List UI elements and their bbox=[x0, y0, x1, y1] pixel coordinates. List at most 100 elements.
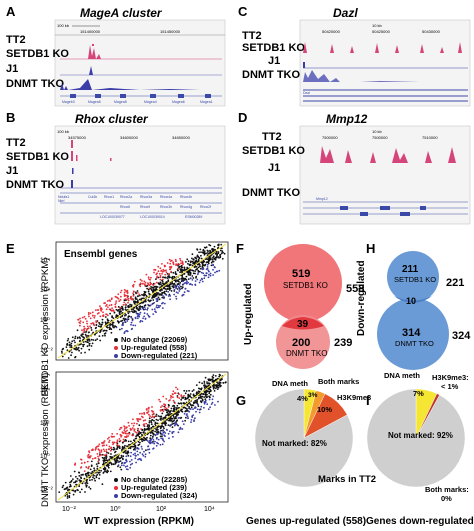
scatter-point bbox=[102, 311, 104, 314]
scatter-point bbox=[161, 433, 164, 436]
scatter-point bbox=[74, 463, 76, 466]
scatter-point bbox=[183, 279, 186, 281]
scatter-point bbox=[121, 305, 123, 308]
panel-b-gene-7: Rhox4a bbox=[160, 195, 172, 199]
scatter-point bbox=[178, 428, 181, 431]
scatter-point bbox=[103, 440, 106, 442]
scatter-point bbox=[180, 409, 182, 412]
scatter-point bbox=[85, 331, 88, 333]
scatter-point bbox=[201, 251, 204, 254]
scatter-point bbox=[154, 434, 157, 436]
scatter-point bbox=[155, 281, 158, 284]
scatter-point bbox=[104, 316, 107, 318]
scatter-point bbox=[214, 404, 216, 406]
scatter-point bbox=[118, 311, 121, 313]
scatter-point bbox=[213, 258, 216, 261]
panel-b: B Rhox cluster 100 kb 34575000 34600000 … bbox=[6, 110, 226, 225]
scatter-point bbox=[203, 402, 206, 405]
scatter-point bbox=[148, 441, 150, 443]
scatter-point bbox=[121, 457, 124, 460]
scatter-point bbox=[103, 459, 106, 462]
scatter-point bbox=[211, 398, 214, 401]
scatter-point bbox=[146, 287, 149, 290]
e-ytick-bot-2: 10² bbox=[40, 420, 50, 427]
scatter-point bbox=[91, 322, 94, 324]
scatter-point bbox=[76, 348, 79, 351]
panel-b-coord-2: 34600000 bbox=[120, 135, 139, 140]
panel-c-track-1: TT2 bbox=[242, 30, 262, 42]
scatter-point bbox=[110, 298, 113, 301]
scatter-point bbox=[72, 489, 75, 492]
scatter-point bbox=[74, 337, 76, 340]
scatter-point bbox=[82, 321, 85, 324]
scatter-point bbox=[208, 398, 211, 401]
scatter-point bbox=[123, 291, 126, 294]
scatter-point bbox=[137, 309, 140, 312]
f-overlap-count: 39 bbox=[297, 319, 309, 330]
scatter-point bbox=[170, 290, 173, 292]
scatter-point bbox=[162, 283, 165, 285]
scatter-point bbox=[180, 270, 183, 273]
scatter-point bbox=[198, 411, 201, 414]
scatter-point bbox=[151, 425, 154, 428]
scatter-point bbox=[163, 297, 165, 300]
scatter-point bbox=[76, 477, 79, 480]
scatter-point bbox=[148, 287, 151, 290]
scatter-point bbox=[179, 426, 182, 429]
scatter-point bbox=[75, 346, 78, 349]
scatter-point bbox=[214, 271, 216, 274]
scatter-point bbox=[101, 315, 104, 317]
scatter-point bbox=[167, 409, 169, 411]
scatter-point bbox=[141, 440, 144, 443]
scatter-point bbox=[184, 419, 187, 422]
scatter-point bbox=[148, 413, 150, 416]
scatter-point bbox=[187, 278, 190, 280]
scatter-point bbox=[100, 308, 102, 311]
scatter-point bbox=[156, 275, 159, 278]
scatter-point bbox=[198, 263, 200, 266]
scatter-point bbox=[166, 273, 169, 275]
scatter-point bbox=[177, 431, 180, 434]
panel-h-letter: H bbox=[366, 241, 375, 256]
scatter-point bbox=[74, 355, 77, 358]
f-overlap bbox=[282, 317, 324, 330]
panel-d-track-4: DNMT TKO bbox=[242, 187, 300, 199]
scatter-point bbox=[113, 311, 116, 314]
scatter-point bbox=[120, 456, 123, 459]
scatter-point bbox=[156, 306, 159, 309]
scatter-point bbox=[126, 291, 129, 294]
scatter-point bbox=[203, 396, 206, 398]
scatter-point bbox=[158, 289, 161, 292]
scatter-point bbox=[206, 393, 208, 396]
scatter-point bbox=[149, 304, 152, 307]
scatter-point bbox=[84, 351, 86, 354]
scatter-point bbox=[156, 304, 158, 307]
scatter-point bbox=[112, 317, 115, 319]
scatter-point bbox=[74, 490, 76, 493]
scatter-point bbox=[162, 270, 165, 273]
e-ytick-top-1: 10⁴ bbox=[40, 257, 50, 264]
scatter-point bbox=[142, 317, 145, 320]
scatter-point bbox=[163, 440, 166, 443]
scatter-point bbox=[77, 346, 80, 349]
scatter-point bbox=[172, 390, 175, 393]
scatter-point bbox=[194, 400, 197, 402]
scatter-point bbox=[159, 431, 162, 433]
scatter-point bbox=[107, 438, 109, 440]
e-xtick-1: 10⁻² bbox=[62, 506, 76, 513]
scatter-point bbox=[98, 321, 100, 324]
scatter-point bbox=[172, 284, 175, 286]
scatter-point bbox=[161, 412, 164, 415]
scatter-point bbox=[101, 323, 103, 326]
scatter-point bbox=[137, 453, 139, 456]
scatter-point bbox=[123, 462, 126, 465]
scatter-point bbox=[158, 293, 161, 296]
scatter-point bbox=[127, 454, 130, 457]
e-bottom-legend-3: Down-regulated (324) bbox=[121, 491, 198, 500]
panel-i-letter: I bbox=[366, 393, 370, 408]
scatter-point bbox=[124, 450, 127, 452]
scatter-point bbox=[146, 313, 149, 315]
scatter-point bbox=[90, 329, 93, 331]
scatter-point bbox=[211, 260, 214, 263]
scatter-point bbox=[196, 398, 199, 401]
